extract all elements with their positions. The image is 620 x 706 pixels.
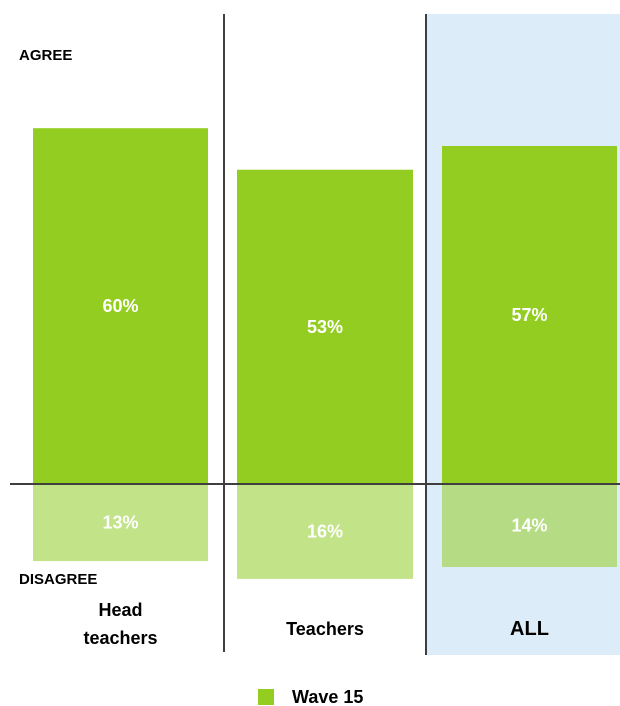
- category-label: Teachers: [286, 619, 364, 639]
- agree-value-label: 53%: [307, 317, 343, 337]
- disagree-bar: [442, 484, 617, 568]
- disagree-bar: [237, 484, 413, 579]
- disagree-value-label: 14%: [511, 516, 547, 536]
- agree-bar: [442, 145, 617, 485]
- agree-bar: [33, 128, 208, 484]
- disagree-bar: [33, 484, 208, 562]
- disagree-value-label: 16%: [307, 521, 343, 541]
- agree-value-label: 60%: [102, 296, 138, 316]
- category-label: Head teachers: [83, 600, 157, 648]
- legend-swatch: [258, 689, 274, 705]
- category-label: ALL: [510, 618, 549, 640]
- disagree-label: DISAGREE: [19, 571, 97, 588]
- disagree-value-label: 13%: [102, 513, 138, 533]
- agree-label: AGREE: [19, 47, 72, 64]
- agree-value-label: 57%: [511, 305, 547, 325]
- agree-bar: [237, 169, 413, 484]
- legend-label: Wave 15: [292, 687, 363, 706]
